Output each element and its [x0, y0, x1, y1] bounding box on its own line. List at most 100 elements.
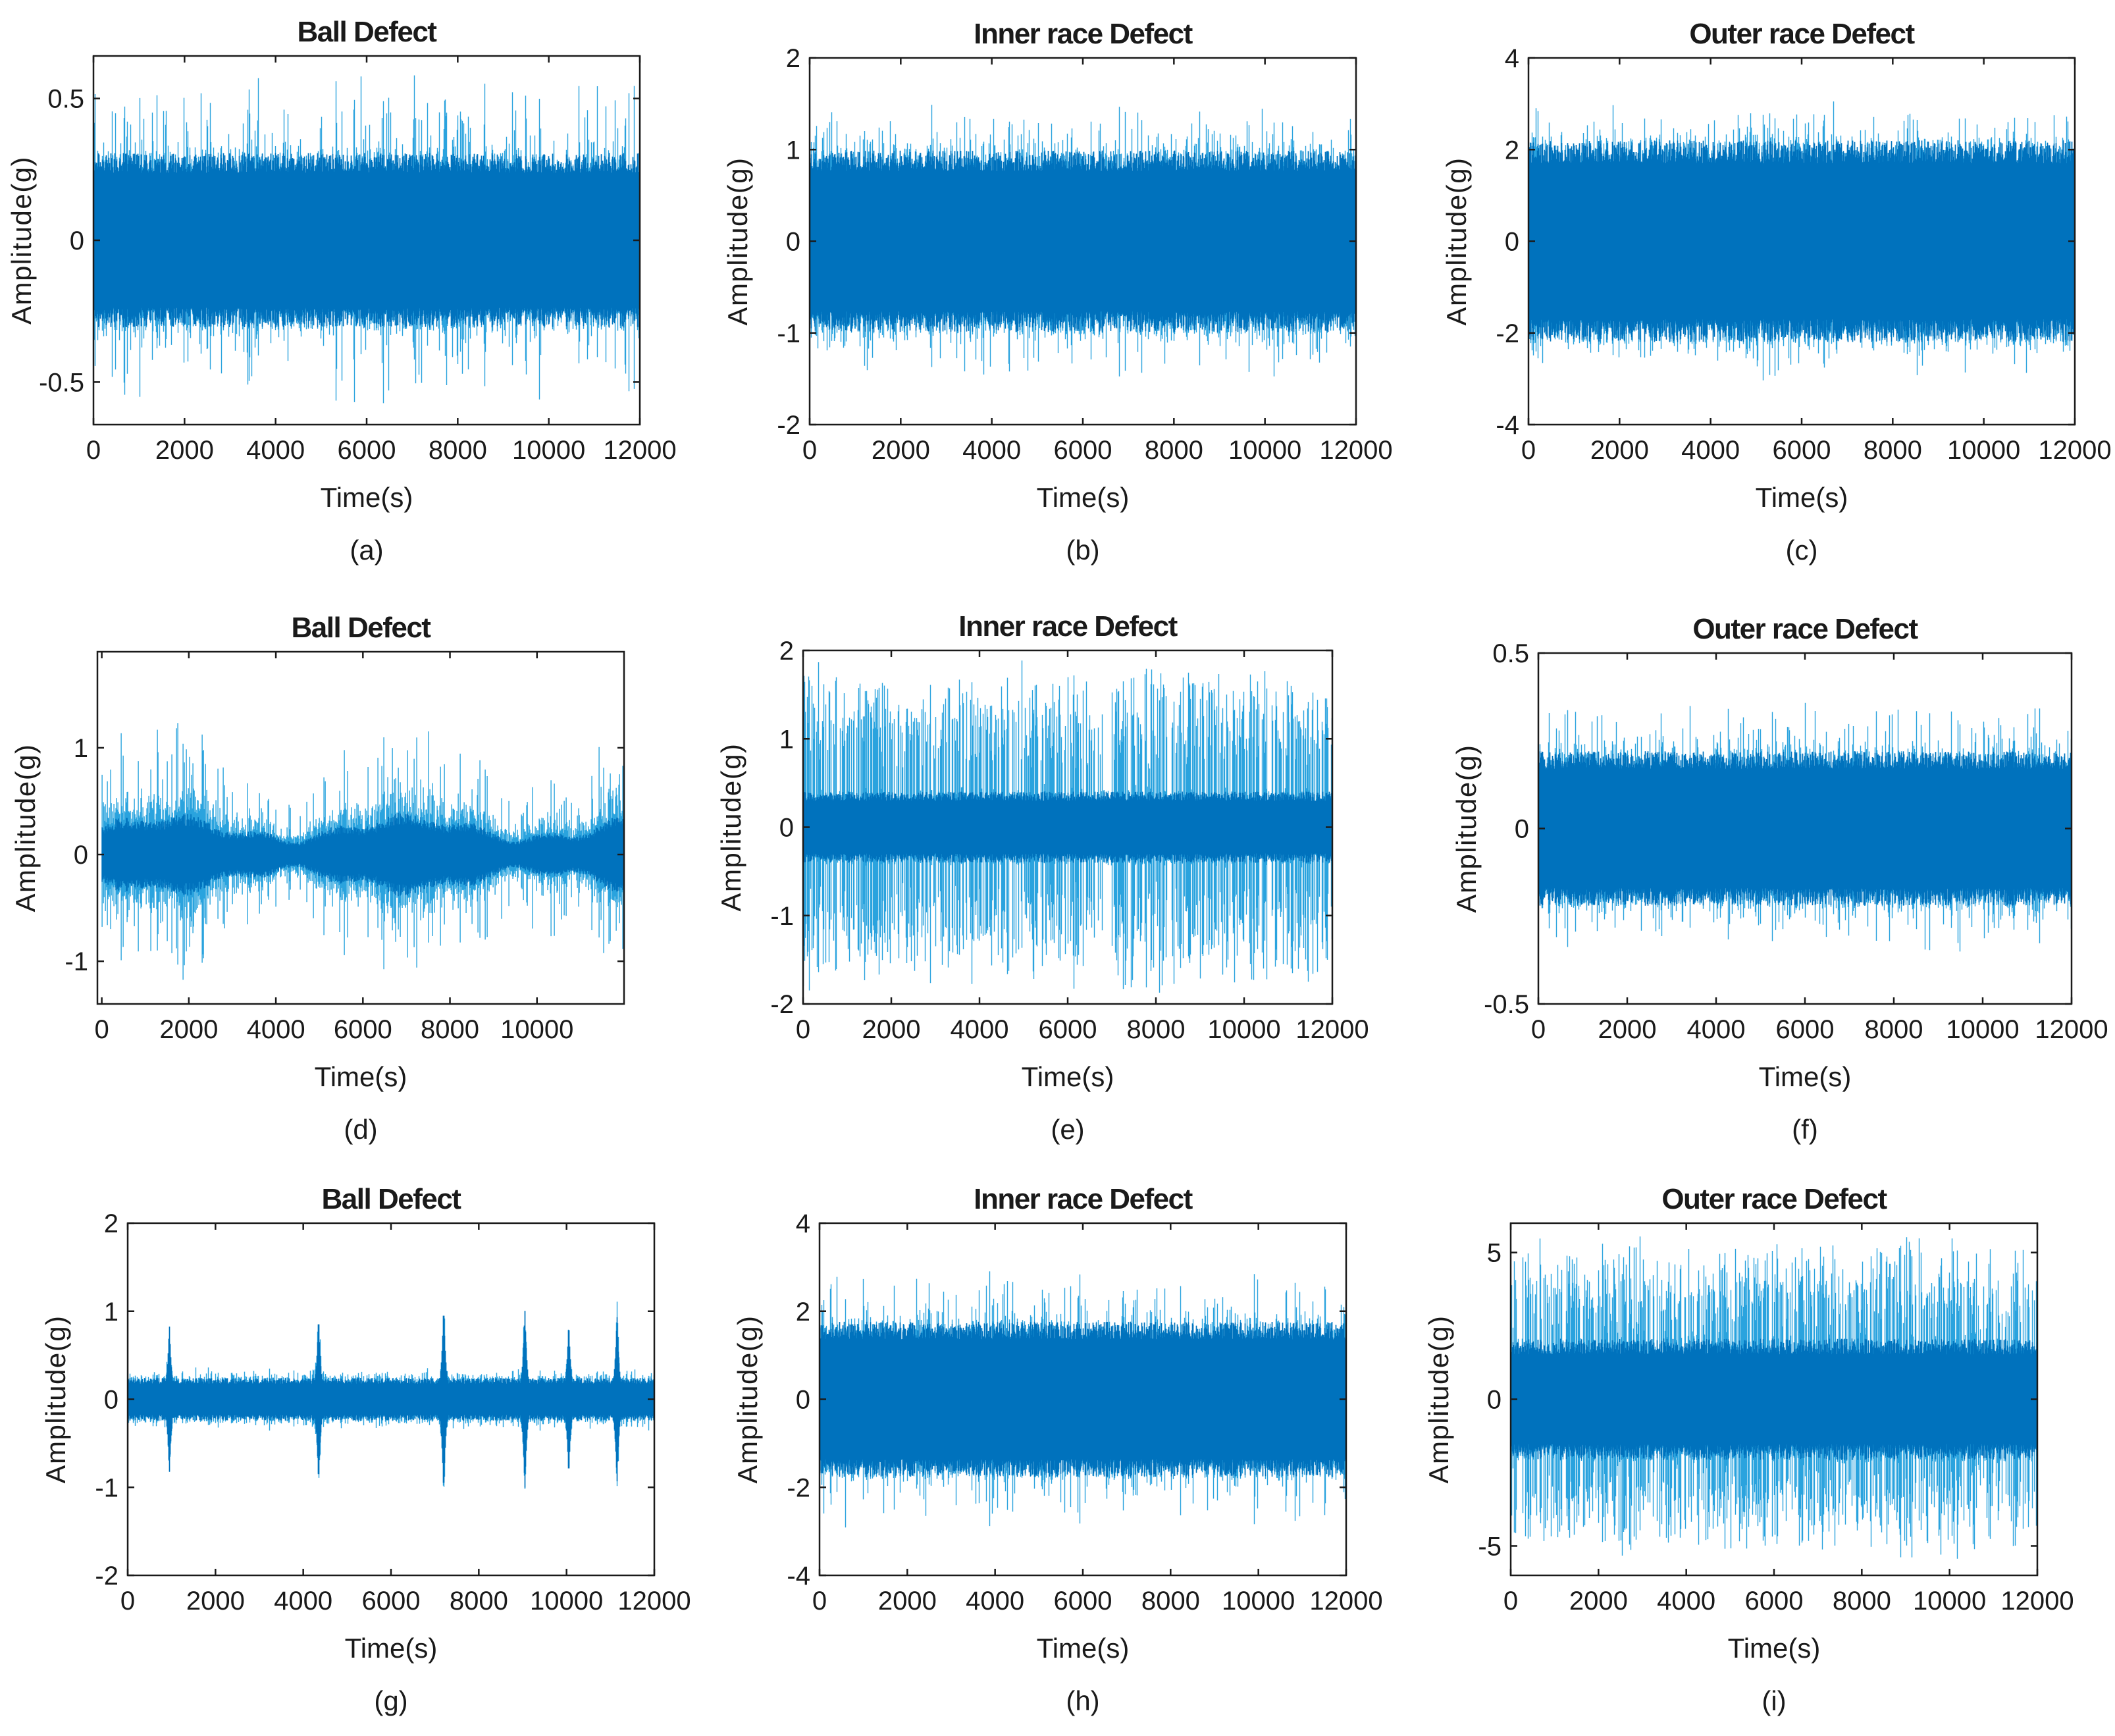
x-tick-label: 10000 [500, 1015, 573, 1044]
panel-title: Ball Defect [298, 16, 438, 48]
x-tick-label: 4000 [247, 1015, 305, 1044]
x-tick-label: 6000 [1773, 436, 1831, 465]
y-axis-label: Amplitude(g) [1423, 1315, 1454, 1483]
x-tick-label: 6000 [1776, 1015, 1835, 1044]
panel-caption: (c) [1786, 535, 1818, 566]
x-tick-label: 6000 [1039, 1015, 1097, 1044]
panel-caption: (h) [1066, 1685, 1099, 1716]
panel-caption: (i) [1762, 1685, 1786, 1716]
y-tick-label: 2 [786, 44, 800, 73]
y-tick-label: 0 [70, 226, 84, 255]
x-tick-label: 12000 [1319, 436, 1392, 465]
panel-title: Ball Defect [292, 612, 432, 644]
x-tick-label: 10000 [1946, 1015, 2019, 1044]
x-tick-label: 8000 [429, 436, 487, 465]
y-tick-label: -2 [770, 990, 794, 1019]
x-tick-label: 0 [86, 436, 101, 465]
x-tick-label: 0 [796, 1015, 810, 1044]
x-tick-label: 8000 [1145, 436, 1203, 465]
x-axis-label: Time(s) [321, 482, 413, 513]
y-axis-label: Amplitude(g) [732, 1315, 763, 1483]
y-tick-label: 2 [796, 1298, 810, 1327]
x-tick-label: 2000 [1569, 1587, 1628, 1616]
x-tick-label: 10000 [1228, 436, 1301, 465]
y-tick-label: -4 [1496, 411, 1519, 440]
y-tick-label: -1 [770, 902, 794, 931]
y-tick-label: -2 [95, 1562, 118, 1591]
y-axis-label: Amplitude(g) [40, 1315, 71, 1483]
x-tick-label: 2000 [878, 1587, 937, 1616]
x-tick-label: 10000 [1207, 1015, 1280, 1044]
y-tick-label: 1 [104, 1298, 118, 1327]
x-axis-label: Time(s) [1759, 1061, 1852, 1092]
x-tick-label: 4000 [966, 1587, 1024, 1616]
y-tick-label: 4 [1505, 44, 1519, 73]
y-tick-label: -0.5 [1484, 990, 1529, 1019]
x-tick-label: 4000 [274, 1587, 332, 1616]
x-tick-label: 0 [1531, 1015, 1546, 1044]
x-tick-label: 10000 [530, 1587, 603, 1616]
panel-caption: (d) [344, 1114, 377, 1145]
y-tick-label: 2 [779, 637, 794, 666]
y-tick-label: 0 [104, 1386, 118, 1415]
x-tick-label: 8000 [1127, 1015, 1186, 1044]
x-tick-label: 4000 [1687, 1015, 1746, 1044]
x-tick-label: 10000 [1222, 1587, 1295, 1616]
x-axis-label: Time(s) [1756, 482, 1848, 513]
y-tick-label: 2 [1505, 136, 1519, 165]
x-tick-label: 0 [812, 1587, 827, 1616]
x-tick-label: 2000 [862, 1015, 921, 1044]
x-axis-label: Time(s) [345, 1633, 438, 1664]
x-axis-label: Time(s) [315, 1061, 407, 1092]
x-tick-label: 4000 [951, 1015, 1009, 1044]
x-tick-label: 2000 [159, 1015, 218, 1044]
x-tick-label: 10000 [1947, 436, 2020, 465]
x-tick-label: 8000 [450, 1587, 508, 1616]
panel-caption: (e) [1051, 1114, 1084, 1145]
x-tick-label: 2000 [155, 436, 214, 465]
y-tick-label: 0 [1515, 815, 1529, 844]
y-tick-label: -2 [777, 411, 800, 440]
y-tick-label: -0.5 [39, 368, 84, 397]
panel-a: 0 2000 4000 6000 8000 10000 12000 -0.5 0 0.5 Ball … [6, 16, 677, 566]
y-tick-label: 1 [74, 734, 88, 763]
x-tick-label: 2000 [186, 1587, 245, 1616]
y-tick-label: 2 [104, 1209, 118, 1238]
y-tick-label: 1 [779, 725, 794, 754]
y-tick-label: 0 [74, 841, 88, 870]
signal-trace-body [127, 1311, 655, 1488]
y-axis-label: Amplitude(g) [716, 743, 746, 911]
x-axis-label: Time(s) [1037, 1633, 1130, 1664]
x-tick-label: 10000 [1913, 1587, 1986, 1616]
x-tick-label: 6000 [334, 1015, 392, 1044]
x-tick-label: 0 [802, 436, 817, 465]
x-axis-label: Time(s) [1037, 482, 1130, 513]
x-tick-label: 6000 [1745, 1587, 1804, 1616]
y-tick-label: 0.5 [47, 85, 84, 114]
x-tick-label: 12000 [617, 1587, 691, 1616]
panel-d: 0 2000 4000 6000 8000 10000 -1 0 1 Ball Defect Tim… [10, 612, 625, 1145]
panel-caption: (b) [1066, 535, 1099, 566]
signal-trace-body [1538, 751, 2072, 906]
panel-title: Outer race Defect [1661, 1183, 1887, 1215]
x-tick-label: 8000 [421, 1015, 479, 1044]
y-tick-label: -4 [787, 1562, 810, 1591]
x-tick-label: 0 [94, 1015, 109, 1044]
x-tick-label: 0 [1503, 1587, 1518, 1616]
x-tick-label: 8000 [1833, 1587, 1891, 1616]
y-tick-label: -5 [1478, 1532, 1501, 1561]
y-tick-label: 0 [786, 228, 800, 257]
y-tick-label: -2 [787, 1473, 810, 1502]
x-tick-label: 4000 [1681, 436, 1740, 465]
x-tick-label: 4000 [246, 436, 305, 465]
x-tick-label: 2000 [1598, 1015, 1657, 1044]
signal-trace-body [101, 812, 624, 897]
panel-caption: (a) [350, 535, 383, 566]
x-tick-label: 10000 [512, 436, 585, 465]
x-tick-label: 8000 [1864, 436, 1922, 465]
panel-f: 0 2000 4000 6000 8000 10000 12000-0.500.5Outer… [1451, 613, 2108, 1145]
y-tick-label: 5 [1487, 1239, 1501, 1268]
x-tick-label: 12000 [2038, 436, 2111, 465]
